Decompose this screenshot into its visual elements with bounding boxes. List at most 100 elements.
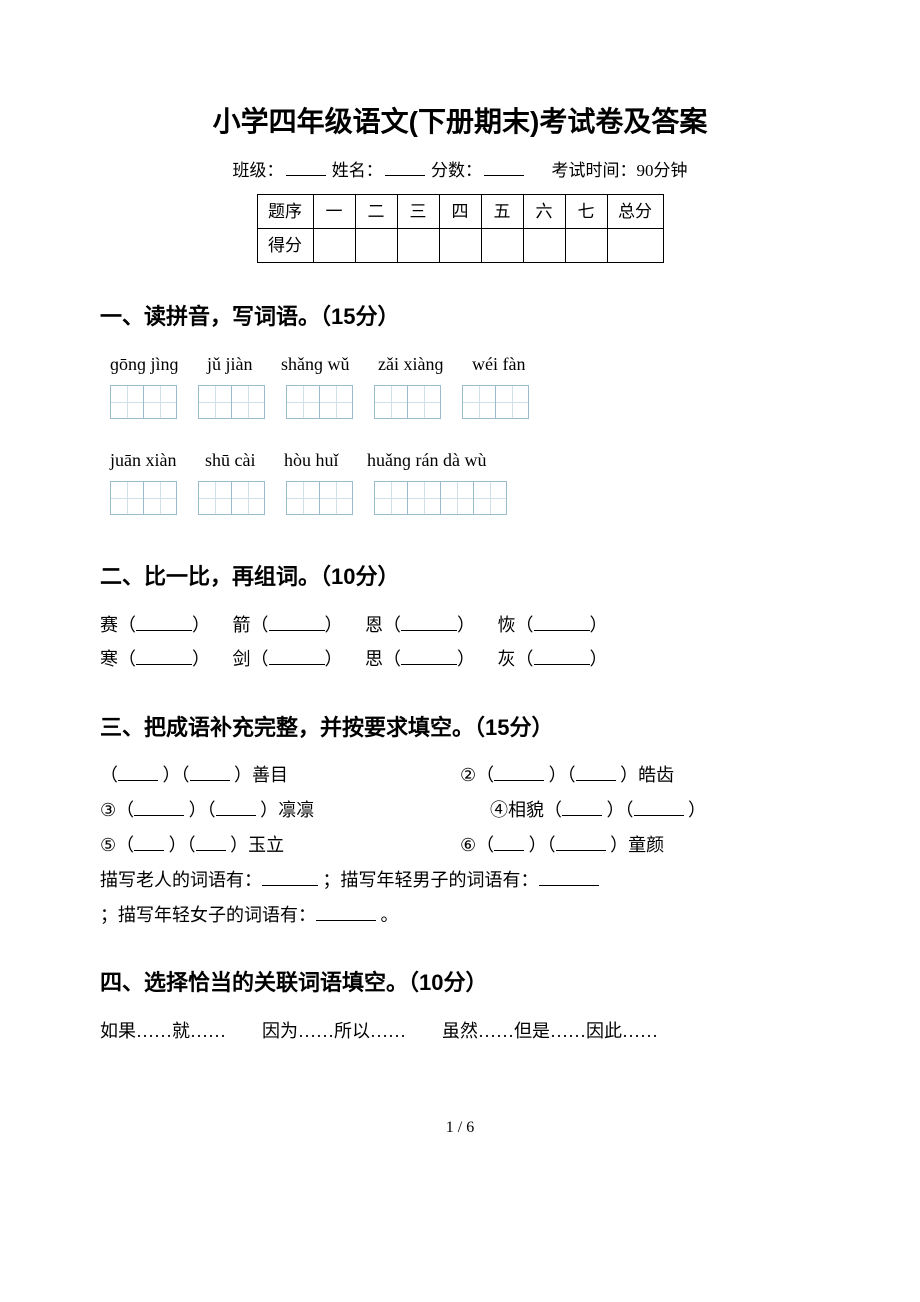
class-label: 班级： — [233, 161, 284, 180]
table-row: 得分 — [257, 228, 663, 262]
char-cell[interactable] — [198, 385, 232, 419]
blank[interactable] — [576, 763, 616, 781]
cell[interactable] — [523, 228, 565, 262]
char-grid[interactable] — [286, 481, 352, 524]
blank[interactable] — [196, 833, 226, 851]
class-blank[interactable] — [286, 159, 326, 176]
text: 描写老人的词语有： — [100, 870, 262, 890]
cell[interactable] — [481, 228, 523, 262]
blank[interactable] — [401, 647, 457, 665]
idiom-row-5: ；描写年轻女子的词语有： 。 — [100, 901, 820, 930]
text: ）（ — [549, 765, 576, 785]
blank[interactable] — [494, 763, 544, 781]
char-grid[interactable] — [374, 385, 440, 428]
text: ）善目 — [234, 765, 288, 785]
blank[interactable] — [534, 647, 590, 665]
blank[interactable] — [494, 833, 524, 851]
cell[interactable] — [313, 228, 355, 262]
score-blank[interactable] — [484, 159, 524, 176]
char-box-row-1 — [110, 385, 820, 428]
blank[interactable] — [562, 798, 602, 816]
blank[interactable] — [556, 833, 606, 851]
blank[interactable] — [118, 763, 158, 781]
text: ） — [688, 800, 706, 820]
blank[interactable] — [534, 613, 590, 631]
cell[interactable] — [607, 228, 663, 262]
text: ）皓齿 — [620, 765, 674, 785]
table-row: 题序 一 二 三 四 五 六 七 总分 — [257, 194, 663, 228]
char-grid[interactable] — [198, 481, 264, 524]
blank[interactable] — [269, 647, 325, 665]
compare-row: 赛（） 箭（） 恩（） 恢（） — [100, 611, 820, 640]
blank[interactable] — [316, 903, 376, 921]
char-cell[interactable] — [473, 481, 507, 515]
text: ） — [325, 615, 343, 635]
blank[interactable] — [539, 868, 599, 886]
cell[interactable] — [397, 228, 439, 262]
char-cell[interactable] — [374, 481, 408, 515]
text: ；描写年轻女子的词语有： — [100, 905, 316, 925]
char-cell[interactable] — [231, 385, 265, 419]
char-grid[interactable] — [110, 481, 176, 524]
compare-rows: 赛（） 箭（） 恩（） 恢（）寒（） 剑（） 思（） 灰（） — [100, 611, 820, 675]
char-cell[interactable] — [319, 481, 353, 515]
cell: 三 — [397, 194, 439, 228]
blank[interactable] — [401, 613, 457, 631]
char-cell[interactable] — [407, 481, 441, 515]
blank[interactable] — [190, 763, 230, 781]
char-grid[interactable] — [110, 385, 176, 428]
blank[interactable] — [136, 647, 192, 665]
char-grid[interactable] — [198, 385, 264, 428]
char-cell[interactable] — [286, 385, 320, 419]
cell[interactable] — [439, 228, 481, 262]
char-cell[interactable] — [374, 385, 408, 419]
section-4-heading: 四、选择恰当的关联词语填空。（10分） — [100, 965, 820, 1000]
text: 灰（ — [498, 649, 534, 669]
idiom-row-4: 描写老人的词语有： ；描写年轻男子的词语有： — [100, 866, 820, 895]
blank[interactable] — [136, 613, 192, 631]
text: ） — [192, 649, 210, 669]
name-blank[interactable] — [385, 159, 425, 176]
text: 思（ — [365, 649, 401, 669]
text: ④相貌（ — [490, 800, 562, 820]
blank[interactable] — [216, 798, 256, 816]
blank[interactable] — [134, 833, 164, 851]
blank[interactable] — [634, 798, 684, 816]
blank[interactable] — [134, 798, 184, 816]
text: ⑤（ — [100, 835, 134, 855]
meta-line: 班级： 姓名： 分数： 考试时间：90分钟 — [100, 157, 820, 184]
char-cell[interactable] — [143, 481, 177, 515]
cell: 六 — [523, 194, 565, 228]
char-cell[interactable] — [286, 481, 320, 515]
text: 箭（ — [233, 615, 269, 635]
char-cell[interactable] — [110, 385, 144, 419]
text: 寒（ — [100, 649, 136, 669]
section-1-heading: 一、读拼音，写词语。（15分） — [100, 299, 820, 334]
char-grid[interactable] — [286, 385, 352, 428]
text: ） — [325, 649, 343, 669]
name-label: 姓名： — [332, 161, 383, 180]
char-cell[interactable] — [319, 385, 353, 419]
char-cell[interactable] — [143, 385, 177, 419]
text: 。 — [381, 905, 399, 925]
text: ；描写年轻男子的词语有： — [323, 870, 539, 890]
char-cell[interactable] — [462, 385, 496, 419]
char-grid[interactable] — [374, 481, 506, 524]
char-cell[interactable] — [407, 385, 441, 419]
pinyin-row-2: juān xiàn shū cài hòu huǐ huǎnɡ rán dà w… — [110, 446, 820, 475]
char-grid[interactable] — [462, 385, 528, 428]
text: ②（ — [460, 765, 494, 785]
blank[interactable] — [262, 868, 318, 886]
blank[interactable] — [269, 613, 325, 631]
char-cell[interactable] — [198, 481, 232, 515]
pinyin: wéi fàn — [472, 354, 525, 374]
pinyin: hòu huǐ — [284, 450, 339, 470]
cell[interactable] — [355, 228, 397, 262]
cell[interactable] — [565, 228, 607, 262]
char-cell[interactable] — [495, 385, 529, 419]
pinyin: shū cài — [205, 450, 255, 470]
char-cell[interactable] — [440, 481, 474, 515]
char-cell[interactable] — [231, 481, 265, 515]
text: ）童颜 — [610, 835, 664, 855]
char-cell[interactable] — [110, 481, 144, 515]
